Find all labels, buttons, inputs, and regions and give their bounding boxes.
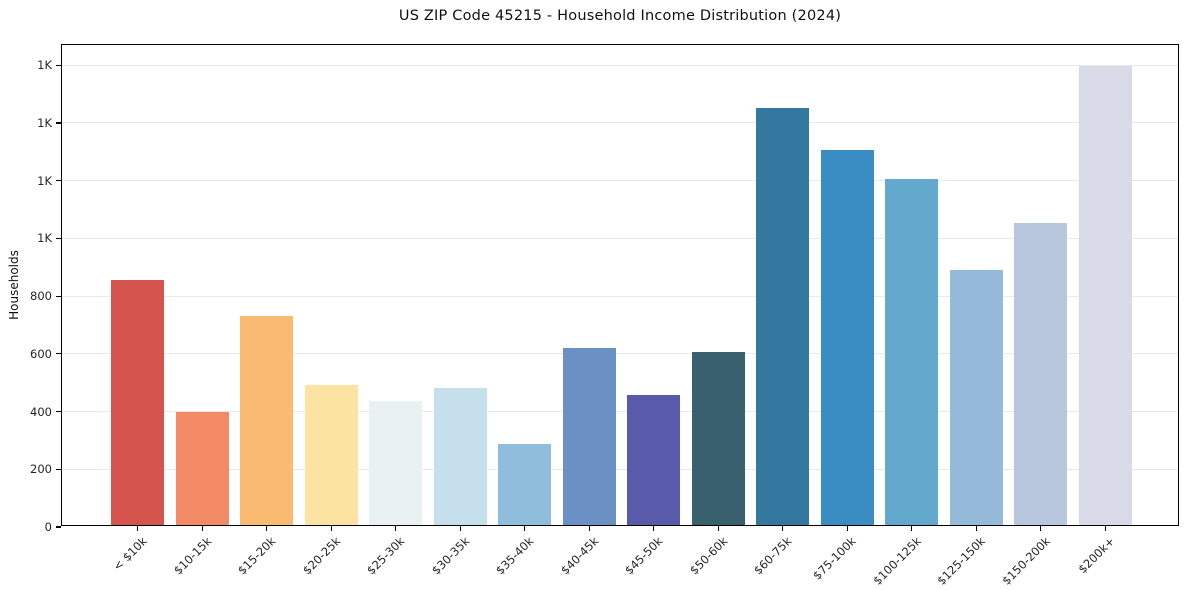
y-tick-label: 600 [30,346,52,361]
bar-45-50k[interactable] [627,395,681,525]
x-tick-mark [717,525,719,531]
x-tick-mark [266,525,268,531]
x-tick-label: $50-60k [686,534,731,578]
x-tick-mark [137,525,139,531]
x-tick-label: $15-20k [235,534,279,578]
bar-20-25k[interactable] [304,385,358,525]
bar-100-125k[interactable] [885,178,939,525]
x-tick-mark [1104,525,1106,531]
gridline-y-1400 [62,122,1178,124]
bar-75-100k[interactable] [820,149,874,525]
x-tick-mark [846,525,848,531]
x-tick-label: $200k+ [1074,534,1118,577]
y-tick-mark [55,64,61,66]
x-tick-mark [524,525,526,531]
y-tick-mark [55,410,61,413]
x-tick-label: $100-125k [869,534,924,588]
y-tick-label: 800 [30,289,52,304]
gridline-y-200 [62,468,1178,470]
x-tick-label: $20-25k [299,534,344,578]
bar-125-150k[interactable] [949,269,1003,525]
y-tick-label: 1K [37,173,52,188]
x-tick-label: $35-40k [493,534,537,578]
x-tick-label: $60-75k [751,534,795,578]
gridline-y-800 [62,295,1178,297]
y-tick-mark [55,468,61,470]
y-tick-label: 0 [44,520,52,534]
x-tick-mark [330,525,332,531]
bar-200k[interactable] [1078,66,1132,525]
gridline-y-400 [62,411,1178,413]
bar-50-60k[interactable] [691,351,745,525]
y-tick-mark [55,353,61,355]
x-tick-label: $45-50k [622,534,666,578]
x-tick-mark [459,525,461,531]
gridline-y-1200 [62,180,1178,182]
x-tick-label: $25-30k [364,534,408,578]
x-tick-mark [395,525,397,531]
x-tick-label: $10-15k [170,534,215,578]
bar-40-45k[interactable] [562,347,616,525]
bar-30-35k[interactable] [433,387,487,525]
y-tick-label: 1K [37,58,52,73]
y-tick-label: 1K [37,115,52,130]
y-tick-mark [55,237,61,239]
bar-60-75k[interactable] [756,107,810,525]
y-axis-title: Households [7,250,21,320]
x-tick-label: $125-150k [934,534,989,588]
y-tick-label: 200 [30,462,52,477]
x-tick-label: $30-35k [428,534,473,578]
x-tick-label: < $10k [110,534,150,574]
x-tick-mark [911,525,913,531]
x-tick-mark [975,525,977,531]
y-tick-mark [55,295,61,297]
y-tick-label: 1K [37,231,52,246]
x-tick-mark [782,525,784,531]
x-tick-mark [653,525,655,531]
x-tick-label: $75-100k [810,534,860,583]
bar-25-30k[interactable] [369,400,423,525]
y-tick-mark [55,526,61,528]
x-tick-label: $40-45k [557,534,602,578]
y-tick-mark [55,122,61,124]
chart-title: US ZIP Code 45215 - Household Income Dis… [398,8,842,24]
x-tick-label: $150-200k [998,534,1053,588]
gridline-y-600 [62,353,1178,355]
bar-150-200k[interactable] [1014,223,1068,525]
y-tick-mark [55,180,61,182]
x-tick-mark [201,525,203,531]
gridline-y-1600 [62,64,1178,66]
bar-35-40k[interactable] [498,444,552,525]
x-tick-mark [1040,525,1042,531]
x-tick-mark [588,525,590,531]
bar-10-15k[interactable] [175,412,229,525]
y-tick-label: 400 [30,404,52,419]
gridline-y-1000 [62,237,1178,239]
bar-15-20k[interactable] [240,315,294,525]
plot-area: 0 200 400 600 800 1K 1K 1K 1K < $10k $10-15k $15-20… [30,44,1179,588]
bar-10k[interactable] [111,279,165,525]
